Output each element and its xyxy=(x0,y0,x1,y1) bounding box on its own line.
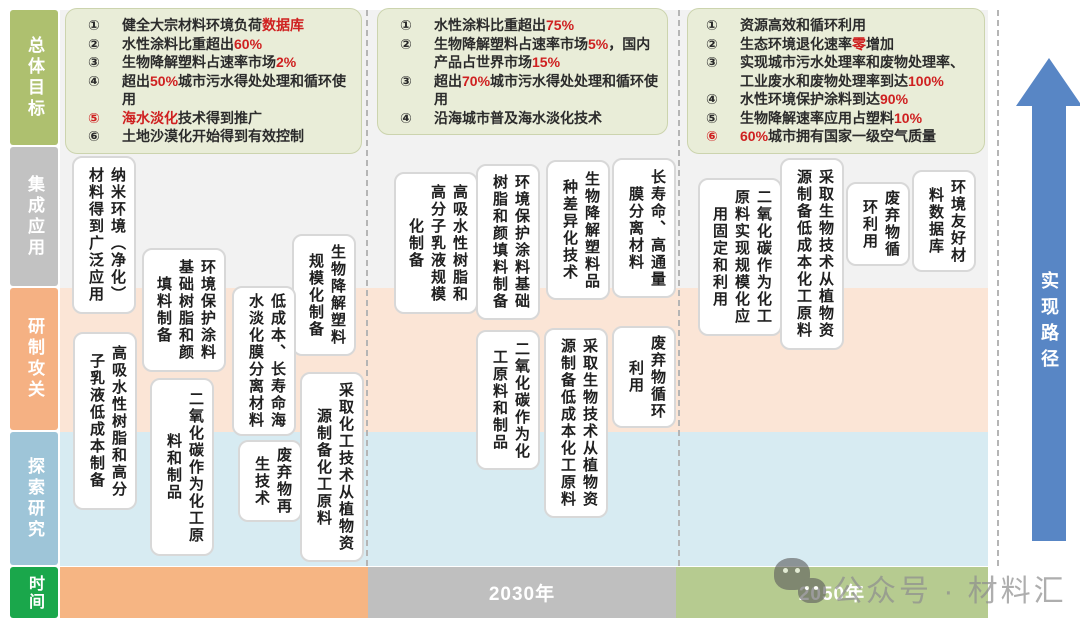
up-arrow-icon xyxy=(1016,58,1080,106)
sidebar-row-integrated-application: 集成应用 xyxy=(10,147,58,286)
tech-box: 废弃物循 环利用 xyxy=(846,182,910,266)
goal-box-2030: ① 水性涂料比重超出75% ② 生物降解塑料占速率市场5%，国内产品占世界市场15% ③… xyxy=(377,8,668,135)
wechat-icon xyxy=(772,556,834,614)
goal-item: ④ 水性环境保护涂料到达90% xyxy=(706,91,909,107)
goal-item: ② 生物降解塑料占速率市场5%，国内产品占世界市场15% xyxy=(400,35,651,71)
implementation-path-label: 实现路径 xyxy=(1039,270,1059,375)
sidebar-row-development: 研制攻关 xyxy=(10,288,58,430)
sidebar-row-exploration: 探索研究 xyxy=(10,432,58,565)
tech-box: 高吸水性树脂和 高分子乳液规模 化制备 xyxy=(394,172,478,314)
tech-box: 低成本、长寿命海 水淡化膜分离材料 xyxy=(232,286,296,436)
tech-box: 纳米环境（净化） 材料得到广泛应用 xyxy=(72,156,136,314)
goal-item: ① 资源高效和循环利用 xyxy=(706,17,866,33)
goal-item: ⑤ 海水淡化技术得到推广 xyxy=(88,109,262,126)
goal-item: ④ 超出50%城市污水得处处理和循环使用 xyxy=(88,72,347,108)
goal-item: ⑤ 生物降解速率应用占塑料10% xyxy=(706,109,923,126)
goal-item: ④ 沿海城市普及海水淡化技术 xyxy=(400,109,602,126)
tech-box: 废弃物再 生技术 xyxy=(238,440,302,522)
up-arrow-shaft xyxy=(1032,104,1066,541)
goal-item: ① 水性涂料比重超出75% xyxy=(400,17,575,33)
tech-box: 废弃物循环 利用 xyxy=(612,326,676,428)
tech-box: 二氧化碳作为化工 原料实现规模化应 用固定和利用 xyxy=(698,178,782,336)
tech-box: 二氧化碳作为化工原 料和制品 xyxy=(150,378,214,556)
tech-box: 生物降解塑料 规模化制备 xyxy=(292,234,356,356)
tech-box: 采取生物技术从植物资 源制备低成本化工原料 xyxy=(544,328,608,518)
tech-box: 环境保护涂料 基础树脂和颜 填料制备 xyxy=(142,248,226,372)
timeline-segment-near-term xyxy=(60,567,368,618)
goal-item: ② 生态环境退化速率零增加 xyxy=(706,35,894,52)
tech-box: 采取生物技术从植物资 源制备低成本化工原料 xyxy=(780,158,844,350)
tech-box: 二氧化碳作为化 工原料和制品 xyxy=(476,330,540,470)
tech-box: 生物降解塑料品 种差异化技术 xyxy=(546,160,610,300)
watermark-text: 公众号 · 材料汇 xyxy=(833,575,1067,608)
goal-item: ① 健全大宗材料环境负荷数据库 xyxy=(88,17,304,33)
column-divider-2 xyxy=(678,10,680,566)
goal-item: ③ 超出70%城市污水得处处理和循环使用 xyxy=(400,72,659,108)
timeline-segment-2030: 2030年 xyxy=(368,567,676,618)
column-divider-1 xyxy=(366,10,368,566)
goal-item: ③ 生物降解塑料占速率市场2% xyxy=(88,54,297,70)
goal-box-2050: ① 资源高效和循环利用 ② 生态环境退化速率零增加 ③ 实现城市污水处理率和废物处理率、工… xyxy=(687,8,985,154)
goal-item: ⑥ 土地沙漠化开始得到有效控制 xyxy=(88,128,304,144)
sidebar-row-time: 时间 xyxy=(10,567,58,618)
sidebar-row-overall-goal: 总体目标 xyxy=(10,10,58,145)
tech-box: 环境友好材 料数据库 xyxy=(912,170,976,272)
tech-box: 长寿命、高通量 膜分离材料 xyxy=(612,158,676,298)
tech-box: 采取化工技术从植物资 源制备化工原料 xyxy=(300,372,364,562)
tech-box: 高吸水性树脂和高分 子乳液低成本制备 xyxy=(73,332,137,510)
column-divider-3 xyxy=(997,10,999,566)
tech-box: 环境保护涂料基础 树脂和颜填料制备 xyxy=(476,164,540,320)
goal-item: ② 水性涂料比重超出60% xyxy=(88,35,263,52)
goal-item: ③ 实现城市污水处理率和废物处理率、工业废水和废物处理率到达100% xyxy=(706,54,964,89)
goal-box-near-term: ① 健全大宗材料环境负荷数据库 ② 水性涂料比重超出60% ③ 生物降解塑料占速率市场2%… xyxy=(65,8,362,154)
goal-item: ⑥ 60%城市拥有国家一级空气质量 xyxy=(706,128,937,144)
